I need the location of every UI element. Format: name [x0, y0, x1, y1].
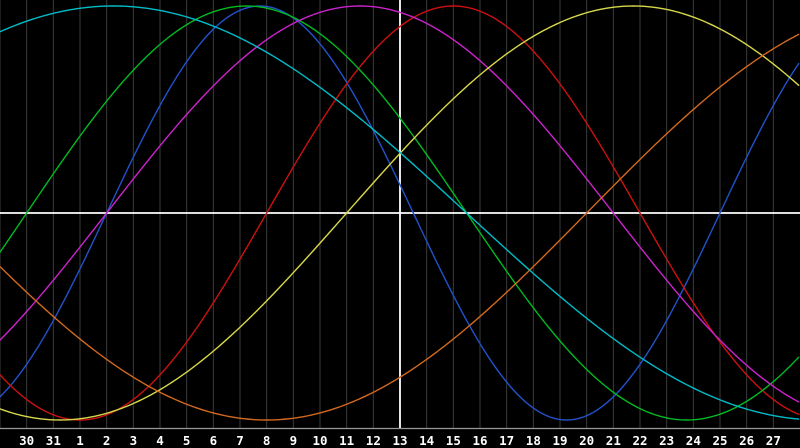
x-tick-label: 7 [236, 433, 244, 448]
biorhythm-curve-awareness [0, 33, 800, 421]
x-tick-label: 1 [76, 433, 84, 448]
x-tick-label: 14 [419, 433, 434, 448]
x-tick-label: 6 [210, 433, 218, 448]
x-tick-label: 10 [312, 433, 327, 448]
x-tick-label: 8 [263, 433, 271, 448]
x-tick-label: 30 [19, 433, 34, 448]
x-tick-label: 25 [712, 433, 727, 448]
x-tick-label: 20 [579, 433, 594, 448]
x-tick-label: 23 [659, 433, 674, 448]
x-tick-label: 27 [766, 433, 781, 448]
x-tick-label: 2 [103, 433, 111, 448]
x-tick-label: 11 [339, 433, 354, 448]
x-tick-label: 19 [552, 433, 567, 448]
biorhythm-curve-emotional [0, 5, 800, 421]
x-tick-label: 13 [392, 433, 407, 448]
biorhythm-curve-intuition [0, 5, 800, 403]
x-tick-label: 22 [632, 433, 647, 448]
x-tick-label: 4 [156, 433, 164, 448]
x-tick-label: 24 [686, 433, 701, 448]
x-tick-label: 21 [606, 433, 621, 448]
x-tick-label: 26 [739, 433, 754, 448]
biorhythm-curve-spiritual [0, 5, 800, 420]
x-tick-label: 12 [366, 433, 381, 448]
x-tick-label: 18 [526, 433, 541, 448]
x-tick-label: 17 [499, 433, 514, 448]
x-tick-label: 15 [446, 433, 461, 448]
x-tick-label: 31 [46, 433, 61, 448]
biorhythm-curve-physical [0, 5, 800, 421]
x-tick-label: 5 [183, 433, 191, 448]
biorhythm-curve-intellectual [0, 5, 800, 421]
x-tick-label: 16 [472, 433, 487, 448]
x-tick-label: 3 [130, 433, 138, 448]
biorhythm-curve-aesthetic [0, 5, 800, 421]
x-tick-label: 9 [290, 433, 298, 448]
